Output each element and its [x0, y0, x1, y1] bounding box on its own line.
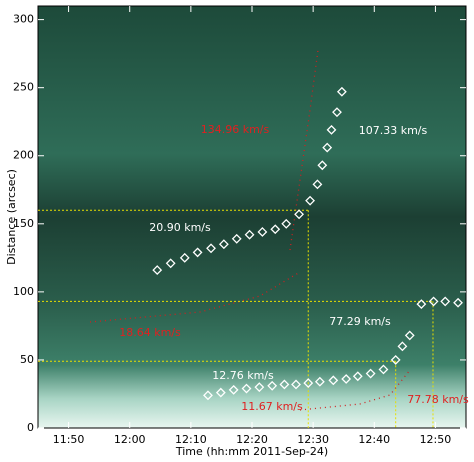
- data-point: [428, 296, 439, 307]
- data-point: [365, 368, 376, 379]
- data-point: [352, 371, 363, 382]
- x-tick-label: 12:30: [297, 433, 329, 446]
- data-point: [244, 229, 255, 240]
- data-point: [312, 179, 323, 190]
- y-tick-label: 300: [13, 13, 34, 26]
- data-point: [231, 233, 242, 244]
- x-tick-label: 12:00: [114, 433, 146, 446]
- annotation: 77.78 km/s: [407, 393, 469, 406]
- data-point: [152, 265, 163, 276]
- data-point: [416, 299, 427, 310]
- y-tick-label: 250: [13, 81, 34, 94]
- x-axis-label: Time (hh:mm 2011-Sep-24): [175, 445, 328, 458]
- annotation: 12.76 km/s: [212, 369, 274, 382]
- data-point: [390, 355, 401, 365]
- data-point: [332, 107, 342, 118]
- data-point: [241, 383, 252, 394]
- data-point: [453, 297, 463, 308]
- data-point: [341, 374, 352, 384]
- y-tick-label: 0: [27, 421, 34, 434]
- data-point: [378, 364, 389, 375]
- data-point: [192, 247, 203, 258]
- data-point: [215, 387, 226, 398]
- data-point: [291, 379, 301, 390]
- data-point: [267, 380, 278, 391]
- data-point: [254, 382, 265, 393]
- data-point: [305, 195, 316, 206]
- x-tick-label: 11:50: [53, 433, 85, 446]
- x-tick-label: 12:20: [236, 433, 268, 446]
- y-tick-label: 200: [13, 149, 34, 162]
- data-point: [179, 252, 190, 263]
- data-point: [322, 142, 333, 153]
- data-point: [206, 243, 216, 254]
- annotation: 134.96 km/s: [201, 123, 270, 136]
- data-point: [326, 124, 337, 135]
- annotation: 77.29 km/s: [329, 315, 391, 328]
- y-tick-label: 100: [13, 285, 34, 298]
- data-point: [270, 224, 281, 235]
- data-point: [257, 227, 268, 237]
- annotation: 107.33 km/s: [359, 124, 428, 137]
- data-point: [281, 218, 292, 229]
- x-tick-label: 12:50: [420, 433, 452, 446]
- y-tick-label: 50: [20, 353, 34, 366]
- data-point: [303, 378, 314, 388]
- plot-background: [38, 6, 466, 428]
- x-tick-label: 12:10: [175, 433, 207, 446]
- data-point: [440, 296, 451, 307]
- data-point: [397, 341, 408, 352]
- fit-trace: [299, 369, 411, 411]
- y-tick-label: 150: [13, 217, 34, 230]
- data-point: [228, 384, 239, 395]
- y-axis-label: Distance (arcsec): [5, 169, 18, 265]
- annotation: 11.67 km/s: [241, 400, 303, 413]
- data-point: [314, 376, 325, 387]
- data-point: [203, 390, 213, 401]
- x-tick-label: 12:40: [358, 433, 390, 446]
- data-point: [294, 209, 304, 220]
- data-point: [165, 258, 176, 269]
- data-point: [404, 330, 415, 341]
- annotation: 20.90 km/s: [149, 221, 211, 234]
- data-point: [279, 379, 290, 390]
- data-point: [328, 375, 339, 386]
- data-point: [218, 239, 229, 250]
- annotation: 18.64 km/s: [119, 326, 181, 339]
- data-point: [336, 86, 347, 97]
- fit-trace: [89, 271, 301, 323]
- data-point: [317, 160, 328, 171]
